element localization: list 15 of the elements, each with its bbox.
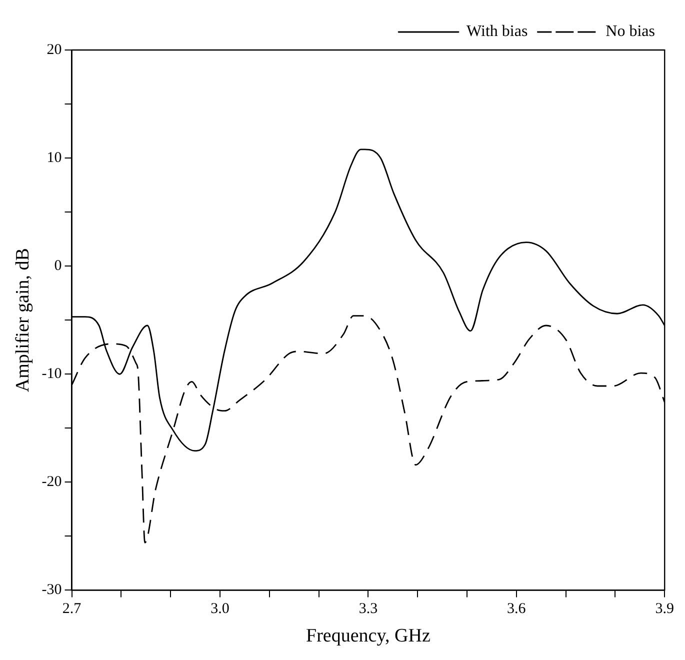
y-tick-label: 20 — [46, 42, 62, 58]
y-tick-label: -30 — [42, 582, 62, 598]
x-tick-label: 2.7 — [62, 601, 82, 618]
legend-label: No bias — [606, 23, 655, 40]
y-tick-label: -10 — [42, 366, 62, 382]
x-tick-label: 3.0 — [210, 601, 230, 618]
x-tick-label: 3.6 — [507, 601, 526, 618]
y-tick-label: 0 — [54, 258, 62, 274]
x-tick-label: 3.3 — [358, 601, 378, 618]
y-tick-label: -20 — [42, 474, 62, 490]
x-tick-label: 3.9 — [655, 601, 674, 618]
x-axis-title: Frequency, GHz — [306, 626, 430, 647]
y-axis-title: Amplifier gain, dB — [12, 248, 34, 392]
legend-label: With bias — [466, 23, 528, 40]
y-tick-label: 10 — [46, 150, 62, 166]
